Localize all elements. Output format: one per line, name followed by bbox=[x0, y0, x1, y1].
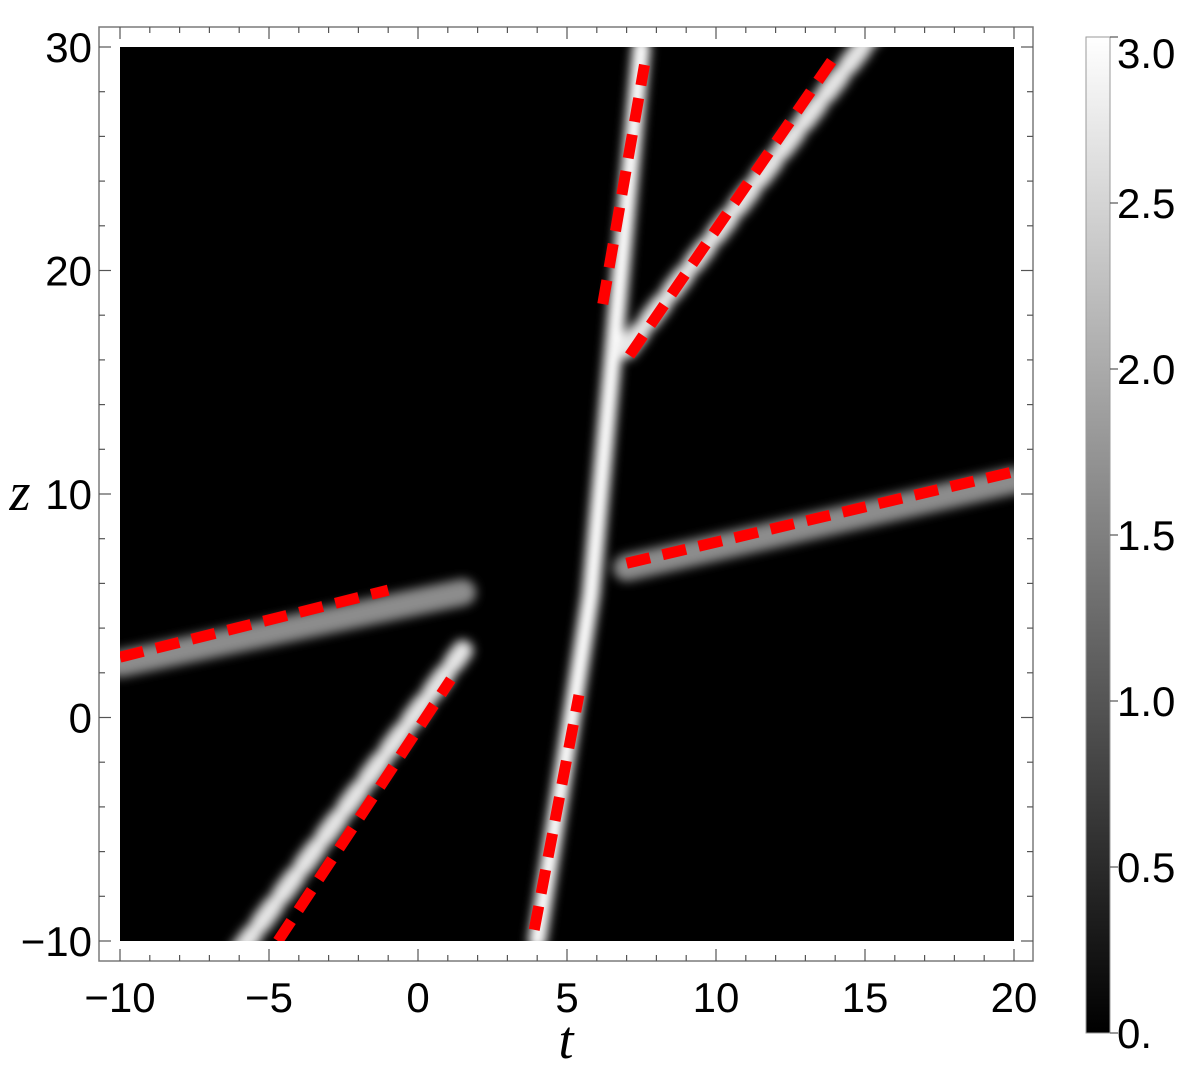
colorbar-tick-label: 1.5 bbox=[1117, 512, 1175, 559]
reference-line-1 bbox=[625, 466, 1014, 569]
x-tick-label: 15 bbox=[842, 974, 889, 1021]
reference-line-2 bbox=[528, 694, 585, 931]
colorbar-tick-label: 2.5 bbox=[1117, 180, 1175, 227]
beam-0-segment-1 bbox=[613, 467, 1014, 582]
beam-2-segment-0 bbox=[234, 640, 474, 941]
reference-line-3 bbox=[597, 63, 650, 305]
reference-lines bbox=[120, 48, 1014, 941]
beam-2-segment-1 bbox=[616, 47, 876, 360]
y-tick-label: −10 bbox=[21, 918, 92, 965]
reference-line-4 bbox=[273, 676, 456, 941]
beam-0-segment-0 bbox=[120, 578, 477, 678]
x-axis-label: t bbox=[558, 1010, 575, 1070]
colorbar-tick-label: 0. bbox=[1117, 1010, 1152, 1057]
y-axis-label: z bbox=[8, 462, 30, 522]
y-axis: −10 0 10 20 30 bbox=[21, 24, 1033, 965]
y-tick-label: 30 bbox=[45, 24, 92, 71]
x-tick-label: 5 bbox=[555, 974, 578, 1021]
y-tick-label: 0 bbox=[69, 695, 92, 742]
x-tick-label: −5 bbox=[245, 974, 293, 1021]
x-tick-label: 0 bbox=[406, 974, 429, 1021]
y-tick-label: 10 bbox=[45, 471, 92, 518]
colorbar-axis: 0. 0.5 1.0 1.5 2.0 2.5 3.0 bbox=[1110, 30, 1175, 1057]
reference-line-0 bbox=[120, 584, 390, 663]
colorbar bbox=[1085, 36, 1111, 1034]
x-tick-label: −10 bbox=[84, 974, 155, 1021]
colorbar-tick-label: 2.0 bbox=[1117, 346, 1175, 393]
colorbar-tick-label: 0.5 bbox=[1117, 844, 1175, 891]
colorbar-tick-label: 3.0 bbox=[1117, 30, 1175, 77]
y-tick-label: 20 bbox=[45, 248, 92, 295]
x-tick-label: 20 bbox=[991, 974, 1038, 1021]
x-axis: −10 −5 0 5 10 15 20 bbox=[84, 27, 1037, 1021]
colorbar-tick-label: 1.0 bbox=[1117, 678, 1175, 725]
reference-line-5 bbox=[625, 48, 843, 359]
x-tick-label: 10 bbox=[693, 974, 740, 1021]
